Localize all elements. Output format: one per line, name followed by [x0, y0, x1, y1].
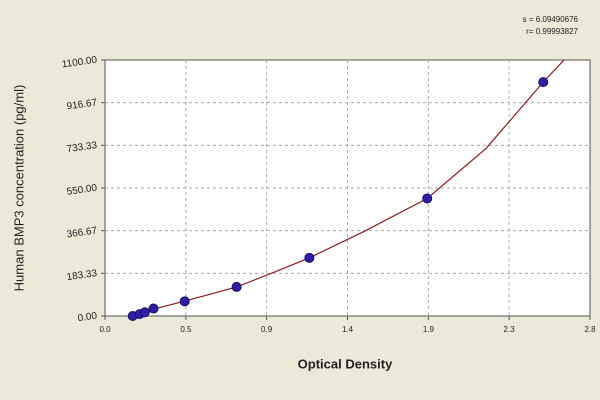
- x-tick-label: 0.0: [99, 325, 111, 334]
- y-tick-label: 733.33: [66, 140, 98, 155]
- y-tick-label: 916.67: [66, 97, 98, 112]
- x-tick-label: 1.9: [423, 325, 435, 334]
- x-tick-label: 2.8: [584, 325, 596, 334]
- y-tick-label: 366.67: [66, 225, 98, 240]
- annotation: r= 0.99993827: [526, 27, 578, 36]
- data-point: [304, 252, 315, 263]
- x-tick-label: 0.9: [261, 325, 273, 334]
- data-point: [538, 77, 549, 88]
- data-point: [148, 303, 159, 314]
- y-tick-label: 183.33: [66, 268, 98, 283]
- data-point: [139, 307, 150, 318]
- y-tick-label: 1100.00: [61, 55, 98, 71]
- y-tick-label: 0.00: [77, 311, 98, 325]
- y-tick-label: 550.00: [66, 183, 98, 198]
- annotation: s = 6.09490676: [523, 15, 579, 24]
- data-point: [231, 281, 242, 292]
- x-tick-label: 2.3: [504, 325, 516, 334]
- data-point: [422, 193, 433, 204]
- data-point: [179, 296, 190, 307]
- x-tick-label: 1.4: [342, 325, 354, 334]
- x-tick-label: 0.5: [180, 325, 192, 334]
- x-axis-title: Optical Density: [298, 356, 393, 371]
- y-axis-title: Human BMP3 concentration (pg/ml): [11, 85, 26, 292]
